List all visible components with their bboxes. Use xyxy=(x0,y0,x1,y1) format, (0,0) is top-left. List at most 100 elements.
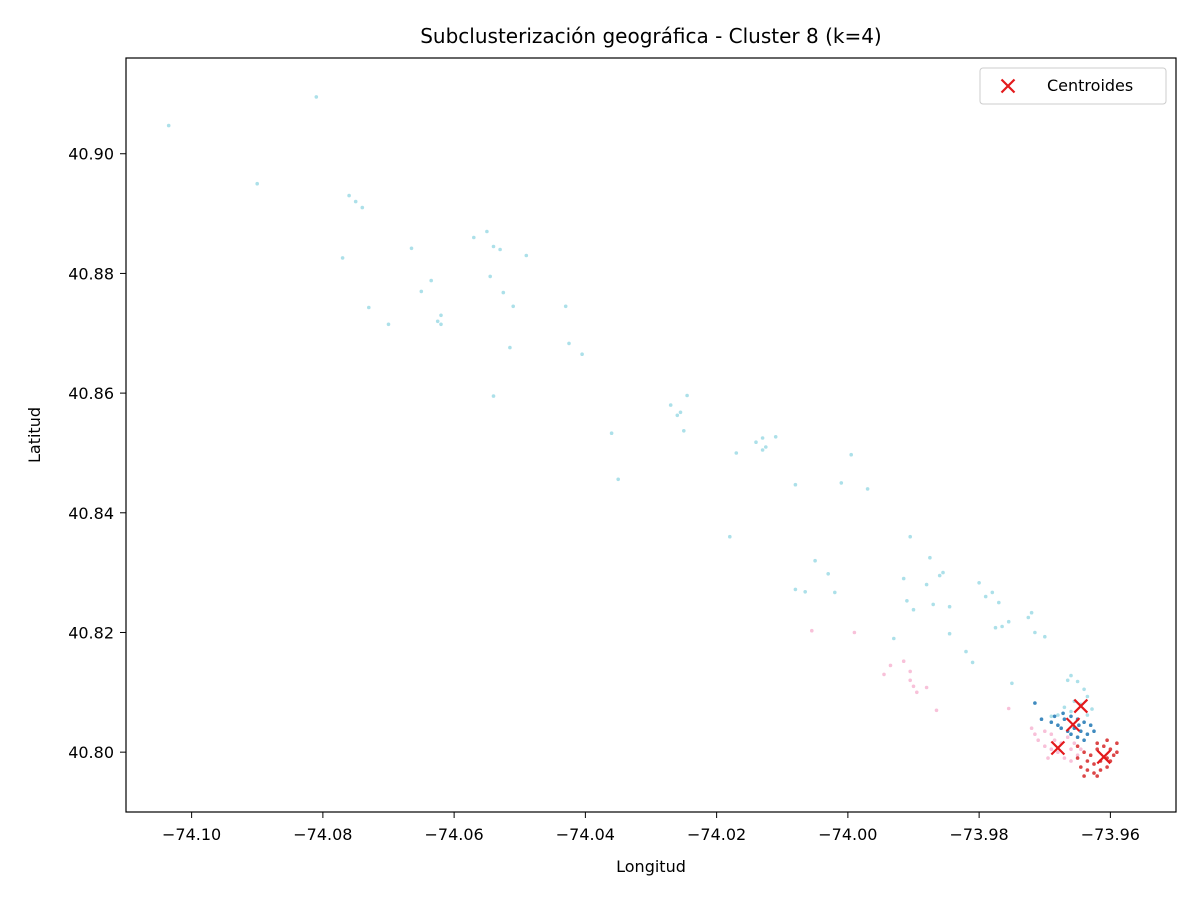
data-point xyxy=(1085,694,1090,699)
plot-area xyxy=(166,95,1119,778)
data-point xyxy=(1095,774,1099,778)
data-point xyxy=(1056,750,1060,754)
data-point xyxy=(429,278,434,283)
y-tick-label: 40.82 xyxy=(68,623,114,642)
data-point xyxy=(901,576,906,581)
data-point xyxy=(1026,615,1031,620)
legend-marker-x xyxy=(1000,78,1016,94)
data-point xyxy=(993,625,998,630)
data-point xyxy=(937,573,942,578)
data-point xyxy=(1079,765,1083,769)
data-point xyxy=(1082,738,1086,742)
legend-entry-centroides: Centroides xyxy=(1047,76,1133,95)
data-point xyxy=(1029,726,1034,730)
data-point xyxy=(1033,630,1037,635)
data-point xyxy=(682,429,686,433)
data-point xyxy=(1079,747,1083,751)
data-point xyxy=(849,452,853,457)
data-point xyxy=(1115,750,1119,754)
data-point xyxy=(964,649,968,654)
data-point xyxy=(947,604,952,609)
data-point xyxy=(1069,673,1073,678)
data-point xyxy=(1092,771,1096,775)
data-point xyxy=(1085,732,1090,736)
data-point xyxy=(1069,747,1073,751)
data-point xyxy=(865,487,870,491)
data-point xyxy=(498,247,502,252)
data-point xyxy=(367,305,371,310)
data-point xyxy=(908,669,912,674)
data-point xyxy=(668,403,673,407)
data-point xyxy=(1095,741,1099,745)
y-tick-label: 40.88 xyxy=(68,264,114,283)
data-point xyxy=(1039,717,1044,721)
data-point xyxy=(255,181,259,186)
data-point xyxy=(728,534,732,539)
data-point xyxy=(678,410,683,415)
data-point xyxy=(1098,768,1103,772)
data-point xyxy=(1075,735,1080,739)
data-point xyxy=(833,590,837,595)
data-point xyxy=(1049,747,1054,751)
x-tick-label: −74.04 xyxy=(556,825,615,844)
data-point xyxy=(347,193,351,198)
data-point xyxy=(734,451,739,455)
data-point xyxy=(435,319,440,324)
y-axis-label: Latitud xyxy=(25,407,44,463)
data-point xyxy=(1052,738,1057,742)
data-point xyxy=(1006,706,1011,711)
data-point xyxy=(567,341,571,346)
data-point xyxy=(1069,709,1073,714)
centroids xyxy=(1050,698,1112,765)
y-tick-label: 40.80 xyxy=(68,743,114,762)
data-point xyxy=(1059,726,1063,730)
data-point xyxy=(1010,681,1014,686)
y-tick-label: 40.86 xyxy=(68,384,114,403)
data-point xyxy=(810,628,814,633)
data-point xyxy=(793,482,798,487)
data-point xyxy=(1092,729,1096,733)
data-point xyxy=(1092,762,1096,766)
data-point xyxy=(1052,714,1057,719)
x-tick-label: −73.96 xyxy=(1081,825,1140,844)
series-1 xyxy=(810,628,1083,763)
x-tick-label: −74.06 xyxy=(425,825,484,844)
data-point xyxy=(1085,713,1090,717)
data-point xyxy=(1043,634,1047,639)
data-point xyxy=(905,599,909,603)
data-point xyxy=(1077,723,1081,727)
legend-box xyxy=(979,67,1167,105)
data-point xyxy=(1082,720,1086,724)
data-point xyxy=(491,244,496,249)
data-point xyxy=(908,534,912,539)
data-point xyxy=(675,413,680,418)
data-point xyxy=(882,672,886,677)
data-point xyxy=(934,708,939,713)
data-point xyxy=(911,684,916,689)
y-axis: 40.80 40.82 40.84 40.86 40.88 40.90 xyxy=(68,145,126,762)
data-point xyxy=(1075,753,1080,757)
data-point xyxy=(1075,679,1080,684)
data-point xyxy=(524,253,529,258)
data-point xyxy=(1049,732,1054,736)
data-point xyxy=(1056,713,1060,717)
y-tick-label: 40.84 xyxy=(68,504,114,523)
data-point xyxy=(1082,750,1086,754)
x-tick-label: −74.00 xyxy=(818,825,877,844)
data-point xyxy=(166,123,171,128)
x-tick-label: −74.02 xyxy=(687,825,746,844)
data-point xyxy=(813,558,817,563)
data-point xyxy=(1069,732,1073,736)
x-tick-label: −73.98 xyxy=(950,825,1009,844)
data-point xyxy=(1102,744,1106,748)
data-point xyxy=(488,274,493,279)
data-point xyxy=(754,440,758,445)
data-point xyxy=(1069,759,1073,763)
data-point xyxy=(1056,723,1060,727)
y-tick-label: 40.90 xyxy=(68,145,114,164)
data-point xyxy=(764,445,768,449)
data-point xyxy=(1046,756,1050,760)
data-point xyxy=(1065,735,1070,739)
axes-frame xyxy=(125,57,1177,813)
data-point xyxy=(685,393,689,398)
